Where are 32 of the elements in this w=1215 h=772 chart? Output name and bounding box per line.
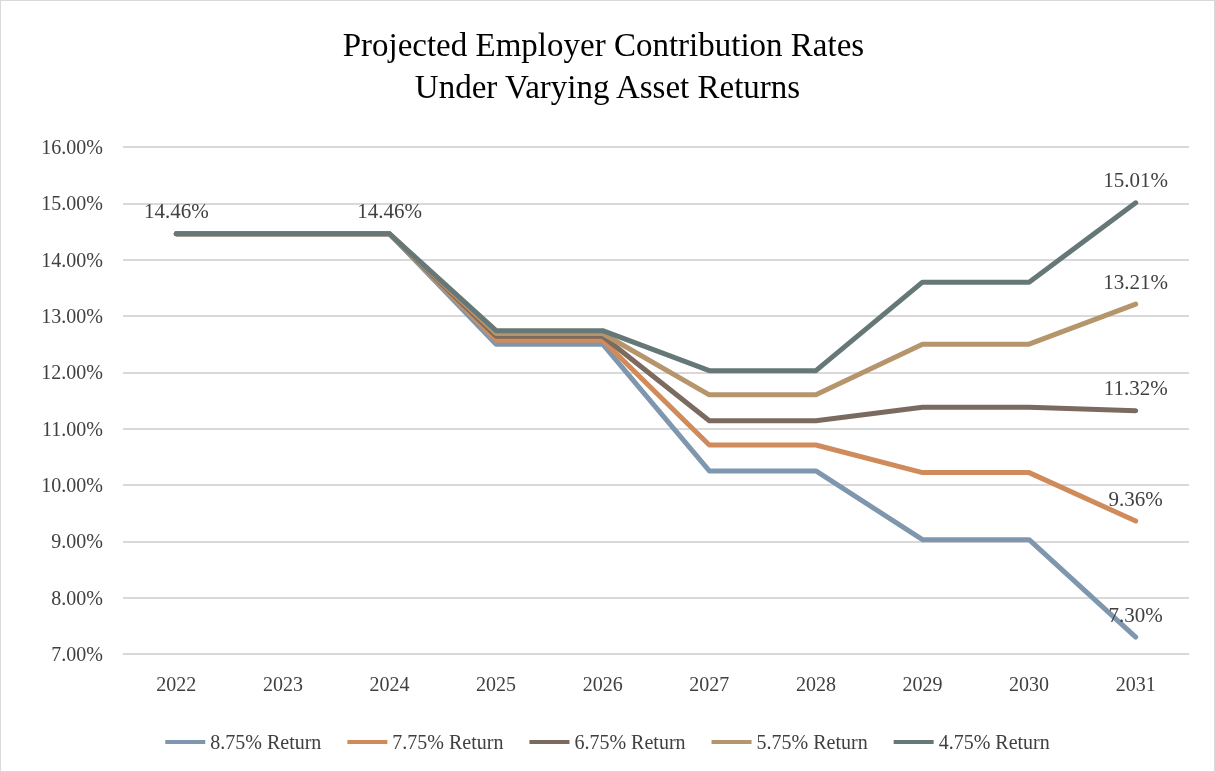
- data-label: 14.46%: [357, 199, 422, 224]
- legend-label: 7.75% Return: [392, 731, 504, 753]
- x-tick-label: 2025: [476, 673, 517, 695]
- y-tick-label: 11.00%: [42, 417, 103, 440]
- chart-title: Projected Employer Contribution Rates Under Varying Asset Returns: [342, 27, 873, 105]
- y-tick-label: 12.00%: [41, 361, 103, 384]
- x-tick-label: 2030: [1009, 673, 1050, 695]
- legend-label: 6.75% Return: [574, 731, 686, 753]
- data-label: 13.21%: [1103, 269, 1169, 294]
- y-tick-label: 14.00%: [41, 248, 103, 271]
- x-tick-label: 2029: [902, 673, 943, 695]
- x-tick-label: 2031: [1115, 673, 1156, 695]
- y-tick-label: 8.00%: [51, 586, 103, 609]
- legend-label: 8.75% Return: [210, 731, 322, 753]
- x-tick-label: 2022: [156, 673, 197, 695]
- x-tick-label: 2024: [369, 673, 410, 695]
- x-tick-label: 2028: [795, 673, 836, 695]
- y-tick-label: 7.00%: [51, 643, 103, 665]
- legend-label: 5.75% Return: [756, 731, 868, 753]
- x-tick-label: 2027: [689, 673, 730, 695]
- y-tick-label: 9.00%: [51, 530, 103, 553]
- y-tick-label: 10.00%: [41, 474, 103, 496]
- data-label: 9.36%: [1108, 486, 1163, 511]
- x-tick-label: 2023: [262, 673, 303, 695]
- y-tick-label: 16.00%: [41, 136, 103, 158]
- data-label: 11.32%: [1103, 376, 1168, 401]
- y-tick-label: 15.00%: [41, 192, 103, 215]
- y-tick-label: 13.00%: [41, 305, 103, 327]
- legend-label: 4.75% Return: [938, 731, 1050, 753]
- data-label: 15.01%: [1103, 168, 1169, 193]
- x-tick-label: 2026: [582, 673, 623, 695]
- data-label: 14.46%: [143, 199, 209, 224]
